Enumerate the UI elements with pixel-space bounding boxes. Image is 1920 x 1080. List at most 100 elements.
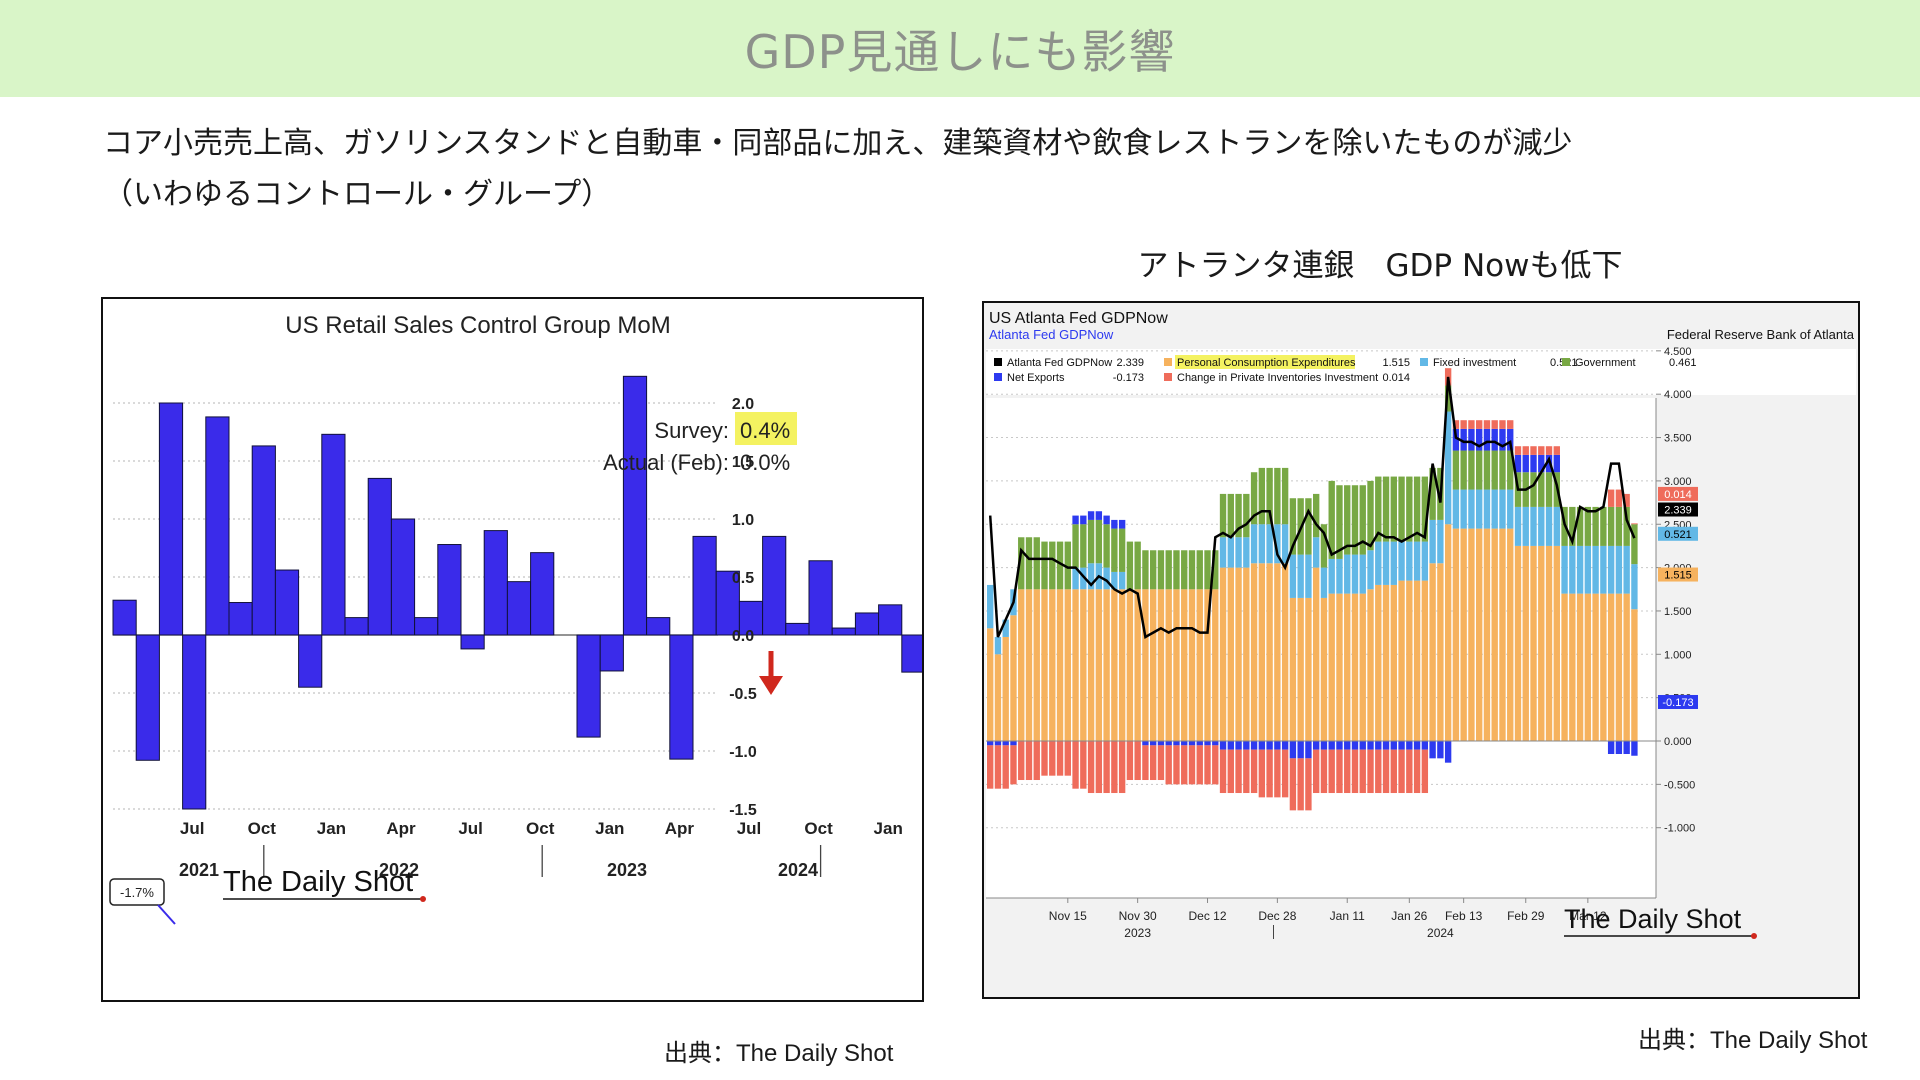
stack-segment (1375, 541, 1382, 585)
stack-segment (1623, 741, 1630, 755)
survey-value: 0.4% (740, 418, 790, 443)
stack-segment (1398, 741, 1405, 750)
stack-segment (1390, 476, 1397, 542)
bar (344, 617, 369, 636)
stack-segment (1227, 749, 1234, 794)
actual-label: Actual (Feb): (603, 450, 729, 475)
stack-segment (1235, 493, 1242, 538)
stack-segment (1204, 741, 1211, 746)
subtitle-line-2: （いわゆるコントロール・グループ） (103, 177, 612, 212)
x-tick-label: Dec 12 (1189, 909, 1227, 923)
stack-segment (1460, 420, 1467, 429)
x-tick-label: Jan (595, 819, 624, 838)
stack-segment (1491, 528, 1498, 741)
stack-segment (1584, 593, 1592, 741)
stack-segment (1545, 506, 1553, 546)
stack-segment (1328, 741, 1335, 750)
stack-segment (987, 745, 994, 789)
stack-segment (1320, 597, 1328, 741)
stack-segment (1118, 741, 1126, 794)
stack-segment (1553, 506, 1560, 546)
year-label: 2023 (1124, 926, 1151, 940)
header-title: GDP見通しにも影響 (744, 24, 1176, 79)
stack-segment (1289, 758, 1297, 811)
stack-segment (1444, 411, 1452, 525)
stack-segment (1041, 741, 1048, 776)
stack-segment (1118, 571, 1126, 590)
stack-segment (1631, 609, 1638, 741)
stack-segment (1002, 636, 1009, 741)
stack-segment (1258, 741, 1266, 750)
stack-segment (1607, 489, 1615, 507)
stack-segment (994, 654, 1002, 741)
x-tick-label: Jul (458, 819, 483, 838)
y-tick-label: 0.5 (732, 570, 754, 587)
stack-segment (1507, 489, 1514, 529)
stack-segment (1313, 749, 1320, 794)
actual-value: 0.0% (740, 450, 790, 475)
stack-segment (1320, 524, 1328, 568)
legend-value: 0.461 (1669, 357, 1697, 369)
stack-segment (1188, 589, 1196, 741)
stack-segment (1072, 567, 1079, 590)
stack-segment (1367, 480, 1374, 551)
stack-segment (1421, 580, 1429, 741)
x-tick-label: Nov 15 (1049, 909, 1087, 923)
stack-segment (1289, 498, 1297, 555)
x-tick-label: Mar 12 (1569, 909, 1607, 923)
stack-segment (1018, 589, 1025, 741)
stack-segment (1157, 741, 1165, 746)
year-label: 2024 (1427, 926, 1454, 940)
chart-title: US Retail Sales Control Group MoM (285, 312, 670, 339)
stack-segment (1274, 749, 1281, 798)
stack-segment (1173, 589, 1180, 741)
stack-segment (1351, 593, 1359, 741)
stack-segment (1607, 506, 1615, 546)
stack-segment (1437, 741, 1444, 759)
stack-segment (1266, 524, 1273, 564)
legend-swatch (994, 373, 1002, 381)
bar (692, 535, 717, 636)
bar (646, 617, 671, 636)
stack-segment (1522, 446, 1529, 455)
bar (669, 634, 694, 760)
watermark: The Daily Shot (1564, 904, 1742, 934)
stack-segment (1142, 589, 1149, 741)
stack-segment (1367, 741, 1374, 750)
stack-segment (1274, 563, 1281, 741)
stack-segment (1212, 589, 1219, 741)
stack-segment (1522, 545, 1529, 741)
stack-segment (1336, 558, 1343, 594)
stack-segment (1080, 567, 1087, 590)
stack-segment (1468, 420, 1475, 429)
stack-segment (1607, 545, 1615, 594)
stack-segment (1142, 741, 1149, 746)
stack-segment (1111, 571, 1118, 590)
stack-segment (1095, 589, 1103, 741)
stack-segment (1181, 550, 1188, 590)
stack-segment (1584, 545, 1592, 594)
stack-segment (1600, 506, 1607, 546)
stack-segment (1033, 741, 1040, 781)
stack-segment (1336, 485, 1343, 559)
stack-segment (1250, 563, 1258, 741)
x-tick-label: Dec 28 (1258, 909, 1296, 923)
stack-segment (1444, 524, 1452, 741)
stack-segment (1297, 554, 1304, 598)
stack-segment (1600, 593, 1607, 741)
stack-segment (1460, 450, 1467, 490)
stack-segment (1072, 515, 1079, 525)
value-tag-label: -0.173 (1662, 697, 1693, 709)
year-label: 2024 (778, 860, 818, 880)
stack-segment (1553, 446, 1560, 455)
stack-segment (1545, 472, 1553, 507)
stack-segment (1569, 593, 1576, 741)
stack-segment (1351, 485, 1359, 555)
stack-segment (1413, 476, 1421, 542)
stack-segment (1173, 741, 1180, 746)
stack-segment (1499, 428, 1506, 451)
stack-segment (1545, 545, 1553, 741)
stack-segment (1281, 741, 1289, 750)
stack-segment (1087, 511, 1095, 520)
survey-label: Survey: (654, 418, 729, 443)
